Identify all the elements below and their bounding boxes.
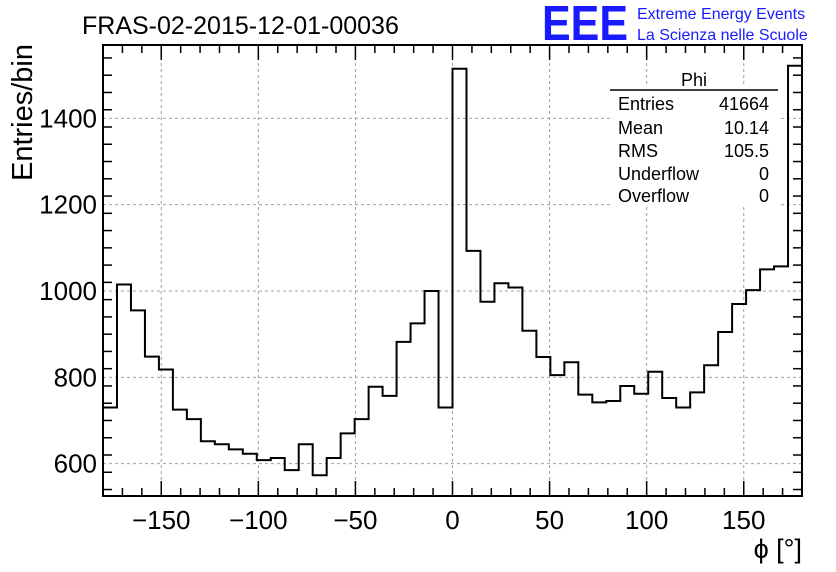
- stats-box-background: [610, 87, 778, 207]
- x-tick-label: 0: [445, 505, 459, 535]
- stats-title: Phi: [681, 70, 707, 90]
- x-tick-label: −50: [333, 505, 377, 535]
- stats-value-rms: 105.5: [724, 141, 769, 161]
- histogram-series: [102, 64, 803, 496]
- logo-line-1: Extreme Energy Events: [637, 6, 805, 23]
- stats-label-rms: RMS: [618, 141, 658, 161]
- x-tick-label: 100: [625, 505, 668, 535]
- axis-ticks: −150 −100 −50 0 50 100 150 600 800 1000 1200 1400: [39, 45, 803, 535]
- chart-title: FRAS-02-2015-12-01-00036: [82, 12, 399, 40]
- x-axis-label: ϕ [°]: [754, 534, 802, 564]
- stats-label-overflow: Overflow: [618, 186, 690, 206]
- stats-box: Phi Entries 41664 Mean 10.14 RMS 105.5 U…: [610, 70, 778, 207]
- x-tick-label: −150: [132, 505, 191, 535]
- stats-value-overflow: 0: [759, 186, 769, 206]
- y-axis-label: Entries/bin: [7, 44, 39, 181]
- stats-label-entries: Entries: [618, 94, 674, 114]
- x-tick-label: 50: [535, 505, 564, 535]
- stats-label-mean: Mean: [618, 118, 663, 138]
- x-tick-label: −100: [229, 505, 288, 535]
- y-tick-label: 1400: [39, 103, 97, 133]
- stats-value-entries: 41664: [719, 94, 769, 114]
- eee-logo: EEE: [542, 0, 628, 51]
- stats-value-underflow: 0: [759, 164, 769, 184]
- y-tick-label: 800: [54, 362, 97, 392]
- x-tick-label: 150: [722, 505, 765, 535]
- y-tick-label: 600: [54, 449, 97, 479]
- stats-label-underflow: Underflow: [618, 164, 700, 184]
- y-tick-label: 1000: [39, 276, 97, 306]
- logo-line-2: La Scienza nelle Scuole: [637, 27, 808, 44]
- y-tick-label: 1200: [39, 190, 97, 220]
- stats-value-mean: 10.14: [724, 118, 769, 138]
